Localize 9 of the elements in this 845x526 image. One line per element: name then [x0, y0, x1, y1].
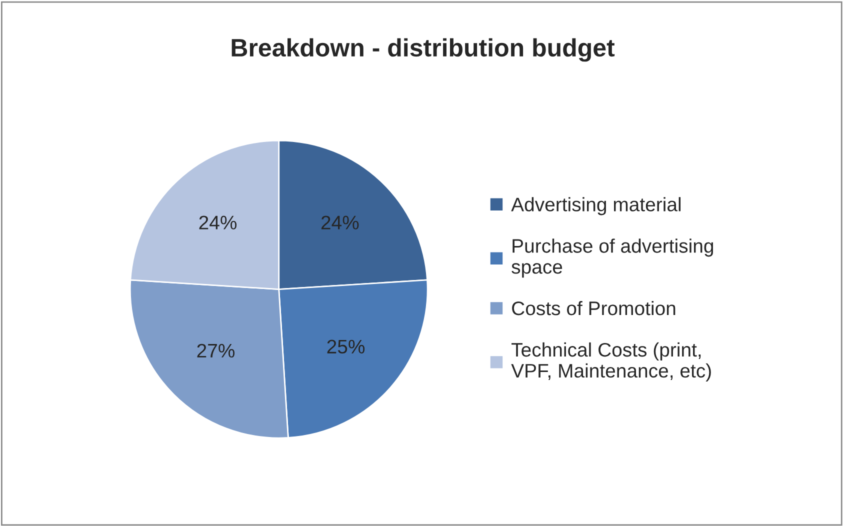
data-label: 24%	[321, 216, 359, 230]
legend-label: Technical Costs (print, VPF, Maintenance, etc)	[511, 342, 711, 382]
legend-label: Advertising material	[511, 197, 681, 216]
data-label: 27%	[197, 344, 235, 358]
legend-label: Purchase of advertising space	[512, 238, 714, 278]
data-label: 24%	[199, 216, 237, 230]
data-label: 25%	[327, 340, 365, 354]
chart-title: Breakdown - distribution budget	[232, 38, 615, 62]
legend-label: Costs of Promotion	[512, 300, 676, 316]
